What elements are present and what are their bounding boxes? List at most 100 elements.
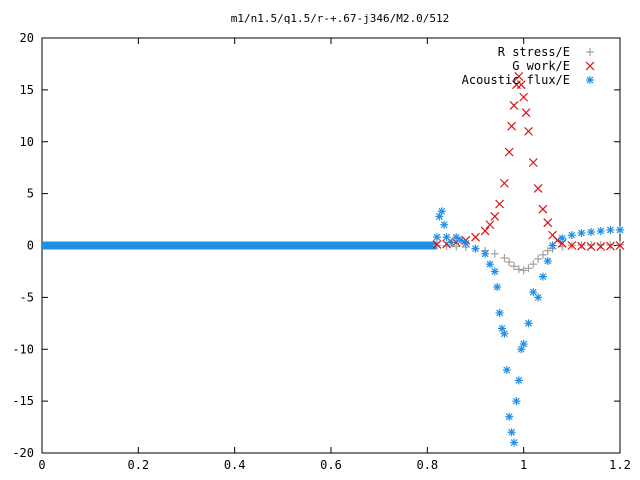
data-point xyxy=(432,240,442,249)
y-tick-label: -5 xyxy=(20,290,34,304)
legend-marker xyxy=(585,61,595,71)
data-point xyxy=(485,220,495,230)
data-point xyxy=(577,241,586,251)
y-tick-label: -10 xyxy=(12,342,34,356)
data-point xyxy=(471,244,480,253)
data-point xyxy=(471,232,480,242)
series-2 xyxy=(432,207,624,447)
data-point xyxy=(440,220,449,229)
data-point xyxy=(524,126,533,136)
data-point xyxy=(534,254,543,263)
y-tick-label: 5 xyxy=(27,187,34,201)
data-point xyxy=(521,108,531,118)
data-point xyxy=(505,412,514,421)
data-point xyxy=(442,233,451,242)
data-point xyxy=(452,233,461,242)
data-point xyxy=(481,249,490,258)
data-point xyxy=(514,265,523,274)
y-tick-label: 20 xyxy=(20,31,34,45)
data-point xyxy=(529,260,538,269)
axis-ticks: 0 0.2 0.4 0.6 0.8 1 1.2 20 15 10 5 0 -5 -10 -15 -20 xyxy=(12,31,631,472)
data-point xyxy=(519,92,529,102)
x-tick-label: 0.2 xyxy=(127,458,149,472)
x-tick-label: 0.4 xyxy=(224,458,246,472)
data-point xyxy=(543,218,553,228)
data-point xyxy=(567,231,576,240)
data-point xyxy=(493,283,502,291)
data-point xyxy=(596,240,605,249)
data-point xyxy=(490,212,500,221)
y-tick-label: -20 xyxy=(12,446,34,460)
data-marks xyxy=(42,71,625,447)
data-point xyxy=(442,239,452,249)
data-point xyxy=(543,257,552,266)
data-point xyxy=(587,228,596,237)
data-point xyxy=(606,225,615,234)
data-point xyxy=(605,241,615,251)
data-point xyxy=(529,288,538,297)
data-point xyxy=(507,121,517,131)
data-point xyxy=(587,240,596,249)
legend-marker xyxy=(586,76,594,84)
data-point xyxy=(538,250,547,259)
data-point xyxy=(548,241,557,250)
data-point xyxy=(510,438,519,447)
acoustic-flux-baseline xyxy=(42,241,437,250)
data-point xyxy=(567,241,577,250)
data-point xyxy=(457,236,466,245)
y-tick-label: 15 xyxy=(20,83,34,97)
data-point xyxy=(577,240,586,249)
data-point xyxy=(533,184,543,193)
data-point xyxy=(510,262,519,271)
y-tick-label: 0 xyxy=(27,239,34,253)
data-point xyxy=(577,229,586,238)
data-point xyxy=(447,238,456,247)
data-point xyxy=(586,242,596,251)
data-point xyxy=(514,376,523,385)
data-point xyxy=(502,366,511,374)
data-point xyxy=(616,225,624,234)
series-0 xyxy=(432,240,624,275)
y-tick-label: 10 xyxy=(20,135,34,149)
data-point xyxy=(499,178,509,188)
data-point xyxy=(514,71,524,81)
data-point xyxy=(485,260,494,269)
data-point xyxy=(461,239,470,248)
baseline-band xyxy=(42,241,437,250)
data-point xyxy=(490,267,499,276)
series-1 xyxy=(432,71,625,251)
data-point xyxy=(596,242,606,251)
data-point xyxy=(596,226,605,235)
data-point xyxy=(480,226,490,236)
data-point xyxy=(432,241,441,250)
data-point xyxy=(512,397,521,406)
data-point xyxy=(505,258,514,267)
data-point xyxy=(519,266,528,275)
data-point xyxy=(543,246,552,255)
data-point xyxy=(500,329,509,338)
data-point xyxy=(490,249,499,258)
data-point xyxy=(534,293,543,302)
chart-title: m1/n1.5/q1.5/r-+.67-j346/M2.0/512 xyxy=(231,12,450,25)
data-point xyxy=(528,158,538,167)
data-point xyxy=(615,241,625,250)
data-point xyxy=(452,242,461,251)
data-point xyxy=(538,204,548,214)
data-point xyxy=(538,272,547,281)
x-tick-label: 0.8 xyxy=(416,458,438,472)
data-point xyxy=(516,80,526,90)
data-point xyxy=(495,308,504,317)
legend-marker xyxy=(586,48,594,56)
data-point xyxy=(509,101,519,110)
y-tick-label: -15 xyxy=(12,394,34,408)
legend-label: G work/E xyxy=(512,59,570,73)
data-point xyxy=(507,428,516,437)
legend-label: R stress/E xyxy=(498,45,570,59)
data-point xyxy=(437,207,446,216)
data-point xyxy=(519,340,528,349)
x-tick-label: 0 xyxy=(38,458,45,472)
data-point xyxy=(432,233,441,242)
data-point xyxy=(495,199,505,209)
